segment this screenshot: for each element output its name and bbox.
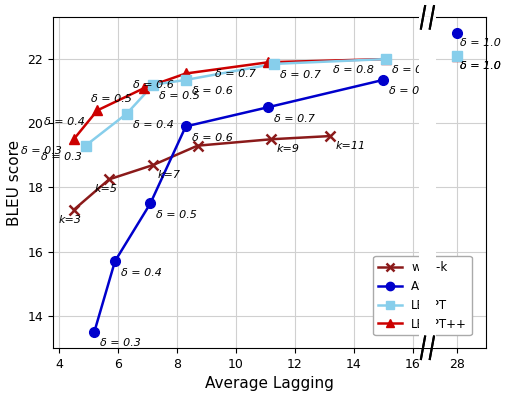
Text: δ = 0.6: δ = 0.6 [191,133,232,143]
Text: δ = 0.7: δ = 0.7 [279,70,320,80]
Text: δ = 1.0: δ = 1.0 [459,60,500,71]
Text: k=3: k=3 [59,215,82,224]
Text: δ = 0.5: δ = 0.5 [91,94,132,104]
Text: δ = 0.3: δ = 0.3 [21,146,62,156]
Text: δ = 0.7: δ = 0.7 [274,113,315,124]
Text: δ = 1.0: δ = 1.0 [459,60,500,71]
Y-axis label: BLEU score: BLEU score [7,140,22,226]
Text: δ = 0.8: δ = 0.8 [391,66,432,76]
Text: δ = 0.5: δ = 0.5 [159,91,200,101]
Text: δ = 0.5: δ = 0.5 [156,210,197,220]
Text: δ = 1.0: δ = 1.0 [459,38,500,48]
Bar [419,18,434,348]
Text: δ = 0.8: δ = 0.8 [388,86,429,96]
Legend: wait-k, ASP, LEAPT, LEAPT++: wait-k, ASP, LEAPT, LEAPT++ [373,256,471,335]
Text: k=11: k=11 [335,141,365,151]
Text: k=5: k=5 [94,184,117,194]
Text: k=7: k=7 [157,170,180,180]
Bar [418,18,435,348]
Text: δ = 0.3: δ = 0.3 [100,338,141,348]
Text: δ = 0.6: δ = 0.6 [191,86,232,96]
Text: δ = 0.8: δ = 0.8 [332,66,373,76]
Text: δ = 0.3: δ = 0.3 [41,152,82,162]
Text: δ = 0.4: δ = 0.4 [44,117,85,127]
Text: δ = 0.4: δ = 0.4 [132,120,173,130]
Text: δ = 0.6: δ = 0.6 [132,80,173,90]
X-axis label: Average Lagging: Average Lagging [205,376,333,391]
Text: k=9: k=9 [276,144,299,154]
Text: δ = 0.7: δ = 0.7 [215,69,256,79]
Text: δ = 0.4: δ = 0.4 [121,267,161,277]
